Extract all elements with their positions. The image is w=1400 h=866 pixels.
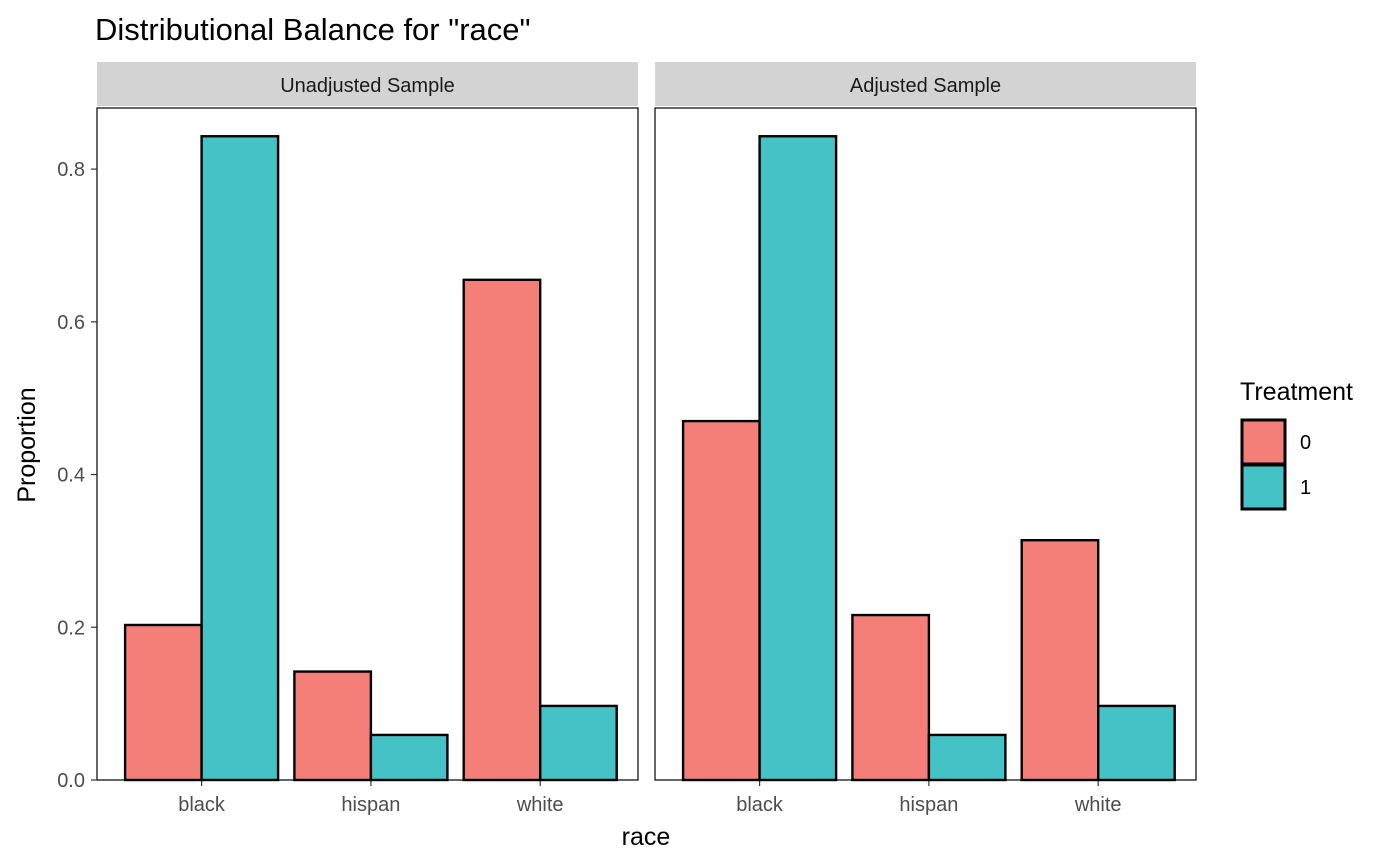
legend: Treatment 0 1 xyxy=(1240,378,1353,511)
y-tick-label: 0.2 xyxy=(57,617,85,639)
x-tick-label: hispan xyxy=(899,794,958,816)
bar-black-treatment-0 xyxy=(681,419,761,782)
bar-white-treatment-1 xyxy=(539,704,618,782)
y-tick-label: 0.6 xyxy=(57,312,85,334)
facet-strip xyxy=(655,62,1196,106)
bar-black-treatment-0 xyxy=(123,623,203,782)
y-axis: 0.0 0.2 0.4 0.6 0.8 xyxy=(57,159,97,792)
bar-white-treatment-1 xyxy=(1096,704,1176,782)
legend-label: 0 xyxy=(1300,432,1311,454)
bar-white-treatment-0 xyxy=(462,278,542,782)
facet-panel: Adjusted Sample black hispan white xyxy=(654,62,1197,816)
chart-title: Distributional Balance for "race" xyxy=(95,12,531,47)
legend-label: 1 xyxy=(1300,477,1311,499)
bar-black-treatment-1 xyxy=(200,135,280,782)
y-axis-title: Proportion xyxy=(13,387,41,502)
y-tick-label: 0.0 xyxy=(57,770,85,792)
bar-hispan-treatment-0 xyxy=(851,613,931,782)
panel-border xyxy=(654,107,1197,781)
facet-strip-label: Unadjusted Sample xyxy=(280,75,455,97)
bar-black-treatment-1 xyxy=(758,135,838,782)
facet-panel: Unadjusted Sample black hispan white xyxy=(96,62,639,816)
x-tick-label: white xyxy=(516,794,564,816)
x-tick-label: black xyxy=(736,794,784,816)
facet-strip-label: Adjusted Sample xyxy=(850,75,1001,97)
bar-white-treatment-0 xyxy=(1020,539,1100,782)
x-tick-label: black xyxy=(178,794,226,816)
x-tick-label: hispan xyxy=(341,794,400,816)
facet-strip xyxy=(97,62,638,106)
x-tick-label: white xyxy=(1074,794,1122,816)
x-axis-title: race xyxy=(622,823,671,851)
bar-hispan-treatment-1 xyxy=(927,733,1007,782)
legend-key-1 xyxy=(1240,463,1287,511)
legend-key-0 xyxy=(1240,418,1287,466)
legend-title: Treatment xyxy=(1240,378,1353,406)
y-tick-label: 0.8 xyxy=(57,159,85,181)
bar-hispan-treatment-0 xyxy=(293,670,373,782)
panel-border xyxy=(96,107,639,781)
y-tick-label: 0.4 xyxy=(57,465,85,487)
bar-hispan-treatment-1 xyxy=(369,733,449,782)
